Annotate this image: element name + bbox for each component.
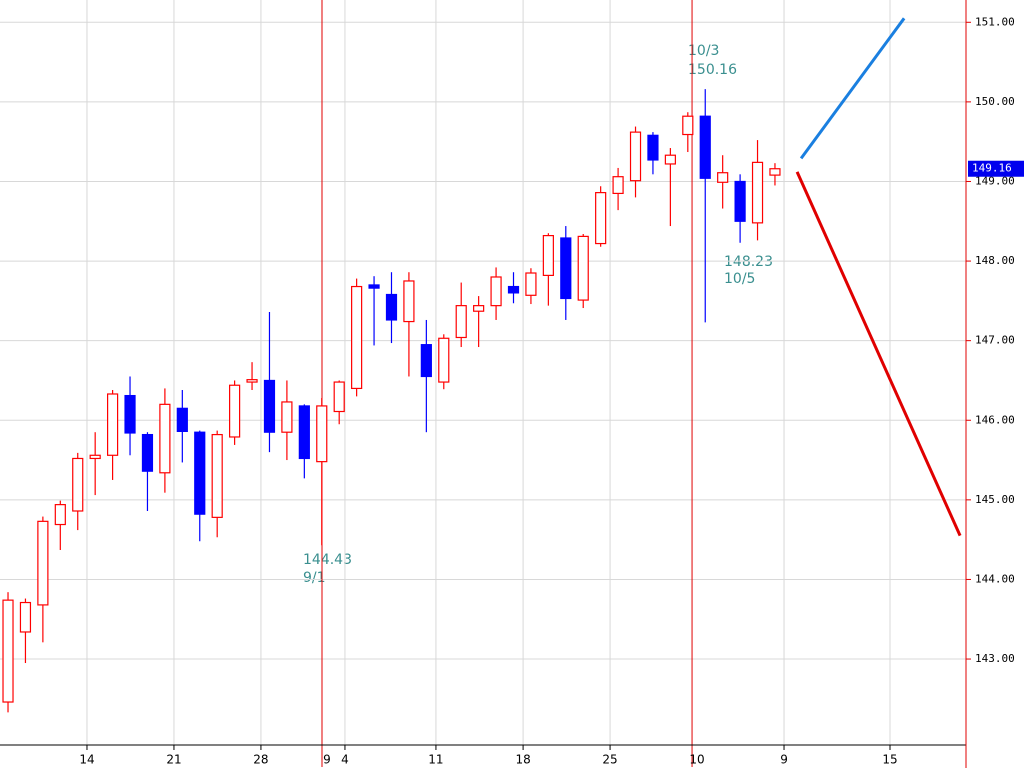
candle-body (525, 272, 537, 296)
x-tick-label: 4 (341, 753, 349, 767)
candle-body (316, 405, 328, 463)
y-tick-label: 143.00 (975, 652, 1015, 665)
candle-body (664, 154, 676, 165)
x-tick-label: 11 (428, 753, 443, 767)
y-tick-label: 148.00 (975, 254, 1015, 267)
candle-body (298, 405, 310, 460)
x-tick-label: 28 (253, 753, 268, 767)
x-tick-label: 14 (79, 753, 94, 767)
candle-body (629, 131, 642, 182)
candle-body (490, 276, 502, 307)
annotation-date: 9/1 (303, 570, 326, 586)
candle-body (769, 168, 781, 176)
candle-body (734, 180, 746, 222)
candle-body (333, 381, 345, 413)
candle-body (595, 192, 607, 245)
annotation-price: 148.23 (724, 254, 773, 270)
y-tick-label: 145.00 (975, 493, 1015, 506)
y-tick-label: 151.00 (975, 15, 1015, 28)
candle-body (2, 599, 14, 703)
candle-body (682, 115, 694, 136)
candle-body (194, 431, 206, 515)
annotation-price: 150.16 (688, 62, 737, 78)
candle-body (455, 305, 467, 339)
y-tick-label: 144.00 (975, 572, 1015, 585)
x-tick-label: 25 (602, 753, 617, 767)
x-tick-label: 10 (689, 753, 704, 767)
candle-body (19, 601, 32, 633)
annotation-date: 10/3 (688, 43, 719, 59)
candle-body (54, 504, 66, 526)
candle-body (403, 280, 415, 323)
candle-body (612, 176, 624, 195)
candle-body (211, 433, 223, 518)
candle-body (385, 293, 398, 321)
y-tick-label: 146.00 (975, 413, 1015, 426)
candle-body (577, 235, 589, 301)
trend-line (795, 171, 962, 537)
candle-body (751, 161, 764, 224)
candle-body (229, 384, 241, 438)
candle-body (72, 457, 84, 512)
candle-body (37, 520, 49, 606)
candle-body (507, 285, 520, 294)
last-price-label: 149.16 (972, 162, 1012, 175)
candle-body (473, 305, 485, 312)
trend-line (799, 17, 906, 160)
candle-body (368, 284, 380, 289)
x-tick-label: 9 (323, 753, 331, 767)
y-tick-label: 150.00 (975, 95, 1015, 108)
candle-body (699, 115, 711, 179)
y-tick-label: 149.00 (975, 174, 1015, 187)
candle-body (542, 234, 554, 276)
candle-body (141, 433, 154, 472)
annotation-price: 144.43 (303, 552, 352, 568)
candle-body (159, 403, 171, 474)
candle-body (647, 134, 659, 161)
candle-body (281, 401, 293, 433)
candle-body (107, 393, 119, 456)
candle-body (263, 379, 276, 433)
candle-body (89, 454, 101, 460)
last-price-box (968, 160, 1024, 177)
x-tick-label: 9 (780, 753, 788, 767)
candle-body (176, 407, 188, 432)
candle-body (560, 237, 572, 300)
candle-body (717, 172, 729, 183)
candle-body (420, 344, 432, 378)
x-tick-label: 18 (515, 753, 530, 767)
x-tick-label: 21 (166, 753, 181, 767)
annotation-date: 10/5 (724, 271, 755, 287)
candle-body (246, 379, 258, 383)
x-tick-label: 15 (882, 753, 897, 767)
candle-body (124, 394, 136, 434)
candle-body (351, 285, 363, 390)
candle-body (438, 337, 450, 383)
y-tick-label: 147.00 (975, 334, 1015, 347)
